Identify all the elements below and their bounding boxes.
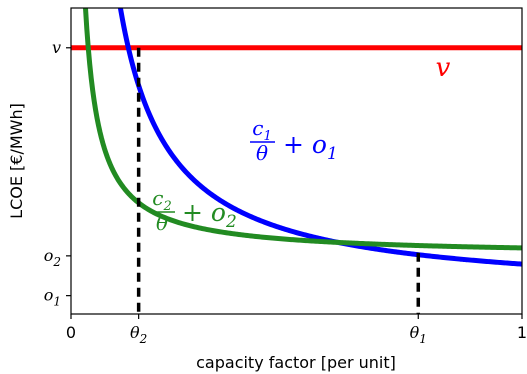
tick-label: 1 xyxy=(517,323,527,342)
svg-text:+ o1: + o1 xyxy=(283,130,338,164)
plot-frame xyxy=(70,7,523,315)
tick-label: o2 xyxy=(44,246,61,269)
series-line-c2 xyxy=(82,8,522,251)
guide-lines xyxy=(136,47,421,314)
tick-label: o1 xyxy=(44,286,61,309)
x-axis-ticks: 0 θ2 1 θ1 xyxy=(66,314,527,346)
x-axis-label: capacity factor [per unit] xyxy=(196,353,396,372)
tick-label: 0 xyxy=(66,323,76,342)
svg-text:θ: θ xyxy=(156,211,168,235)
svg-text:c1: c1 xyxy=(252,116,271,144)
annotation-v: v xyxy=(436,53,451,83)
series-line-c1 xyxy=(117,8,522,267)
svg-text:θ: θ xyxy=(256,141,268,165)
annotation-c2: c2 θ + o2 xyxy=(150,186,237,235)
svg-text:+ o2: + o2 xyxy=(182,198,237,232)
annotation-c1: c1 θ + o1 xyxy=(250,116,338,165)
y-axis-label: LCOE [€/MWh] xyxy=(7,103,26,219)
series-group xyxy=(71,8,522,267)
tick-label: θ2 xyxy=(130,323,147,346)
svg-text:c2: c2 xyxy=(152,186,171,214)
tick-label: v xyxy=(52,38,61,57)
y-axis-ticks: o1 o2 v xyxy=(44,38,71,309)
tick-label: θ1 xyxy=(410,323,427,346)
